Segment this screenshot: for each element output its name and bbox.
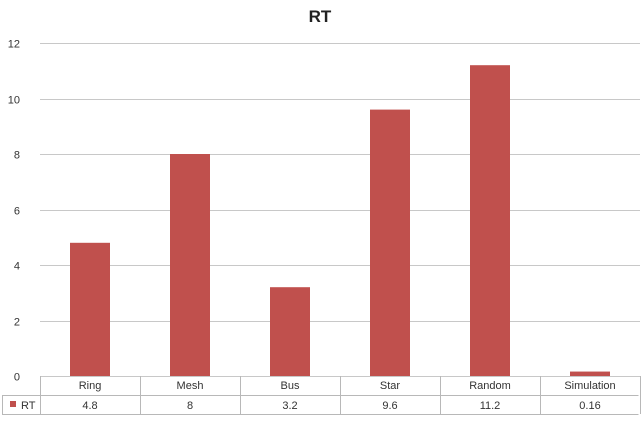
y-tick-label: 12 <box>8 39 20 51</box>
category-label: Mesh <box>177 380 204 392</box>
category-label: Bus <box>281 380 300 392</box>
legend-swatch <box>10 401 16 407</box>
bar-random <box>470 65 510 376</box>
y-tick-label: 6 <box>14 206 20 218</box>
legend-series-label: RT <box>21 400 36 412</box>
bar-star <box>370 109 410 376</box>
data-value-label: 3.2 <box>282 400 297 412</box>
bars <box>70 65 610 376</box>
y-tick-label: 8 <box>14 150 20 162</box>
category-label: Ring <box>79 380 102 392</box>
bar-simulation <box>570 371 610 376</box>
data-value-label: 9.6 <box>382 400 397 412</box>
bar-ring <box>70 242 110 376</box>
bar-mesh <box>170 154 210 376</box>
category-label: Simulation <box>564 380 615 392</box>
category-label: Star <box>380 380 401 392</box>
y-tick-label: 10 <box>8 95 20 107</box>
chart-title: RT <box>309 7 332 26</box>
data-value-label: 4.8 <box>82 400 97 412</box>
bar-bus <box>270 287 310 376</box>
y-tick-label: 0 <box>14 372 20 384</box>
data-value-label: 8 <box>187 400 193 412</box>
y-axis-ticks: 0 2 4 6 8 10 12 <box>8 39 20 384</box>
gridlines <box>40 43 640 377</box>
category-label: Random <box>469 380 511 392</box>
y-tick-label: 2 <box>14 317 20 329</box>
y-tick-label: 4 <box>14 261 20 273</box>
data-table: Ring 4.8 Mesh 8 Bus 3.2 Star 9.6 Random 11.2 Simul… <box>2 376 641 415</box>
data-value-label: 11.2 <box>480 400 501 412</box>
data-value-label: 0.16 <box>579 400 600 412</box>
